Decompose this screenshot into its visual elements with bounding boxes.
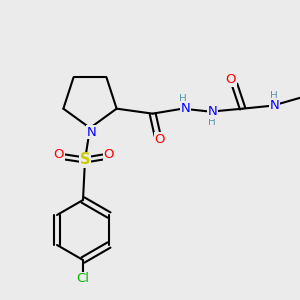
- Text: H: H: [208, 117, 215, 127]
- Text: N: N: [208, 105, 218, 118]
- Text: S: S: [80, 152, 90, 167]
- Text: Cl: Cl: [76, 272, 89, 286]
- Text: O: O: [54, 148, 64, 161]
- Text: N: N: [87, 125, 97, 139]
- Text: O: O: [104, 148, 114, 161]
- Text: O: O: [225, 73, 236, 86]
- Text: H: H: [179, 94, 187, 104]
- Text: O: O: [154, 133, 165, 146]
- Text: N: N: [181, 102, 190, 115]
- Text: H: H: [270, 91, 278, 101]
- Text: N: N: [270, 99, 280, 112]
